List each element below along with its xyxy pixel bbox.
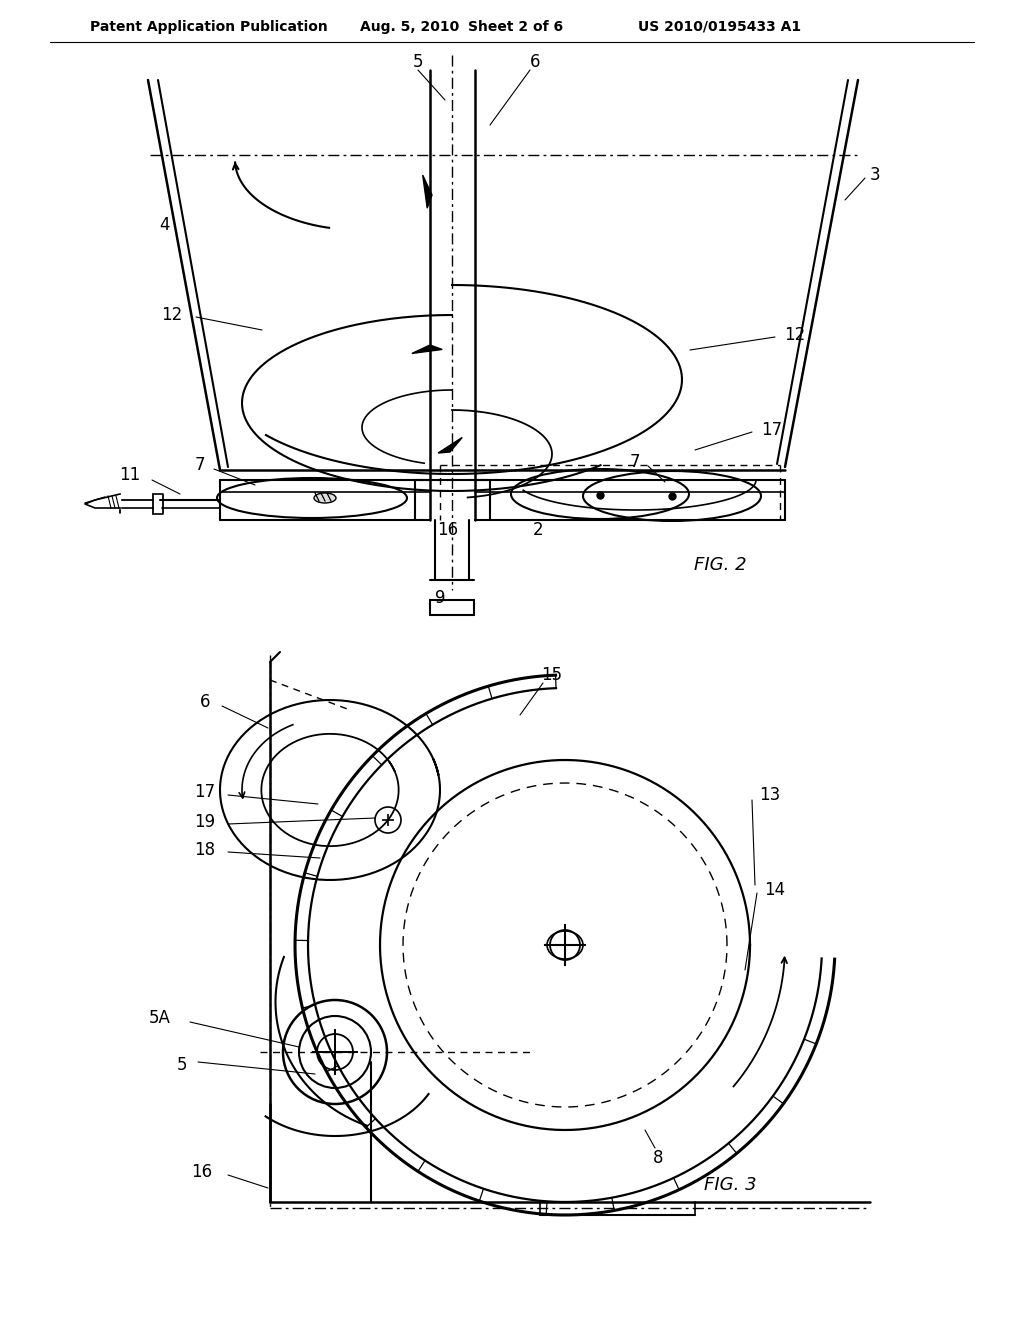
Text: 17: 17 [195,783,216,801]
Text: 17: 17 [762,421,782,440]
Polygon shape [412,345,442,354]
Text: 6: 6 [200,693,210,711]
Text: 7: 7 [195,455,205,474]
Text: 4: 4 [160,216,170,234]
Text: 19: 19 [195,813,216,832]
Text: 5: 5 [177,1056,187,1074]
Text: 13: 13 [760,785,780,804]
Text: US 2010/0195433 A1: US 2010/0195433 A1 [638,20,801,34]
Text: 2: 2 [532,521,544,539]
Polygon shape [423,176,432,209]
Text: 15: 15 [542,667,562,684]
Text: 8: 8 [652,1148,664,1167]
Text: 16: 16 [437,521,459,539]
Text: 12: 12 [162,306,182,323]
Text: 6: 6 [529,53,541,71]
Text: 9: 9 [435,589,445,607]
Polygon shape [438,437,462,453]
Text: 7: 7 [630,453,640,471]
Text: 16: 16 [191,1163,213,1181]
Text: 5A: 5A [150,1008,171,1027]
Text: 18: 18 [195,841,216,859]
Text: Sheet 2 of 6: Sheet 2 of 6 [468,20,563,34]
Text: Patent Application Publication: Patent Application Publication [90,20,328,34]
Text: FIG. 2: FIG. 2 [693,556,746,574]
Text: Aug. 5, 2010: Aug. 5, 2010 [360,20,459,34]
Text: 14: 14 [765,880,785,899]
Text: 5: 5 [413,53,423,71]
Text: 3: 3 [869,166,881,183]
Text: FIG. 3: FIG. 3 [703,1176,757,1195]
Text: 12: 12 [784,326,806,345]
Text: 11: 11 [120,466,140,484]
Ellipse shape [314,492,336,503]
